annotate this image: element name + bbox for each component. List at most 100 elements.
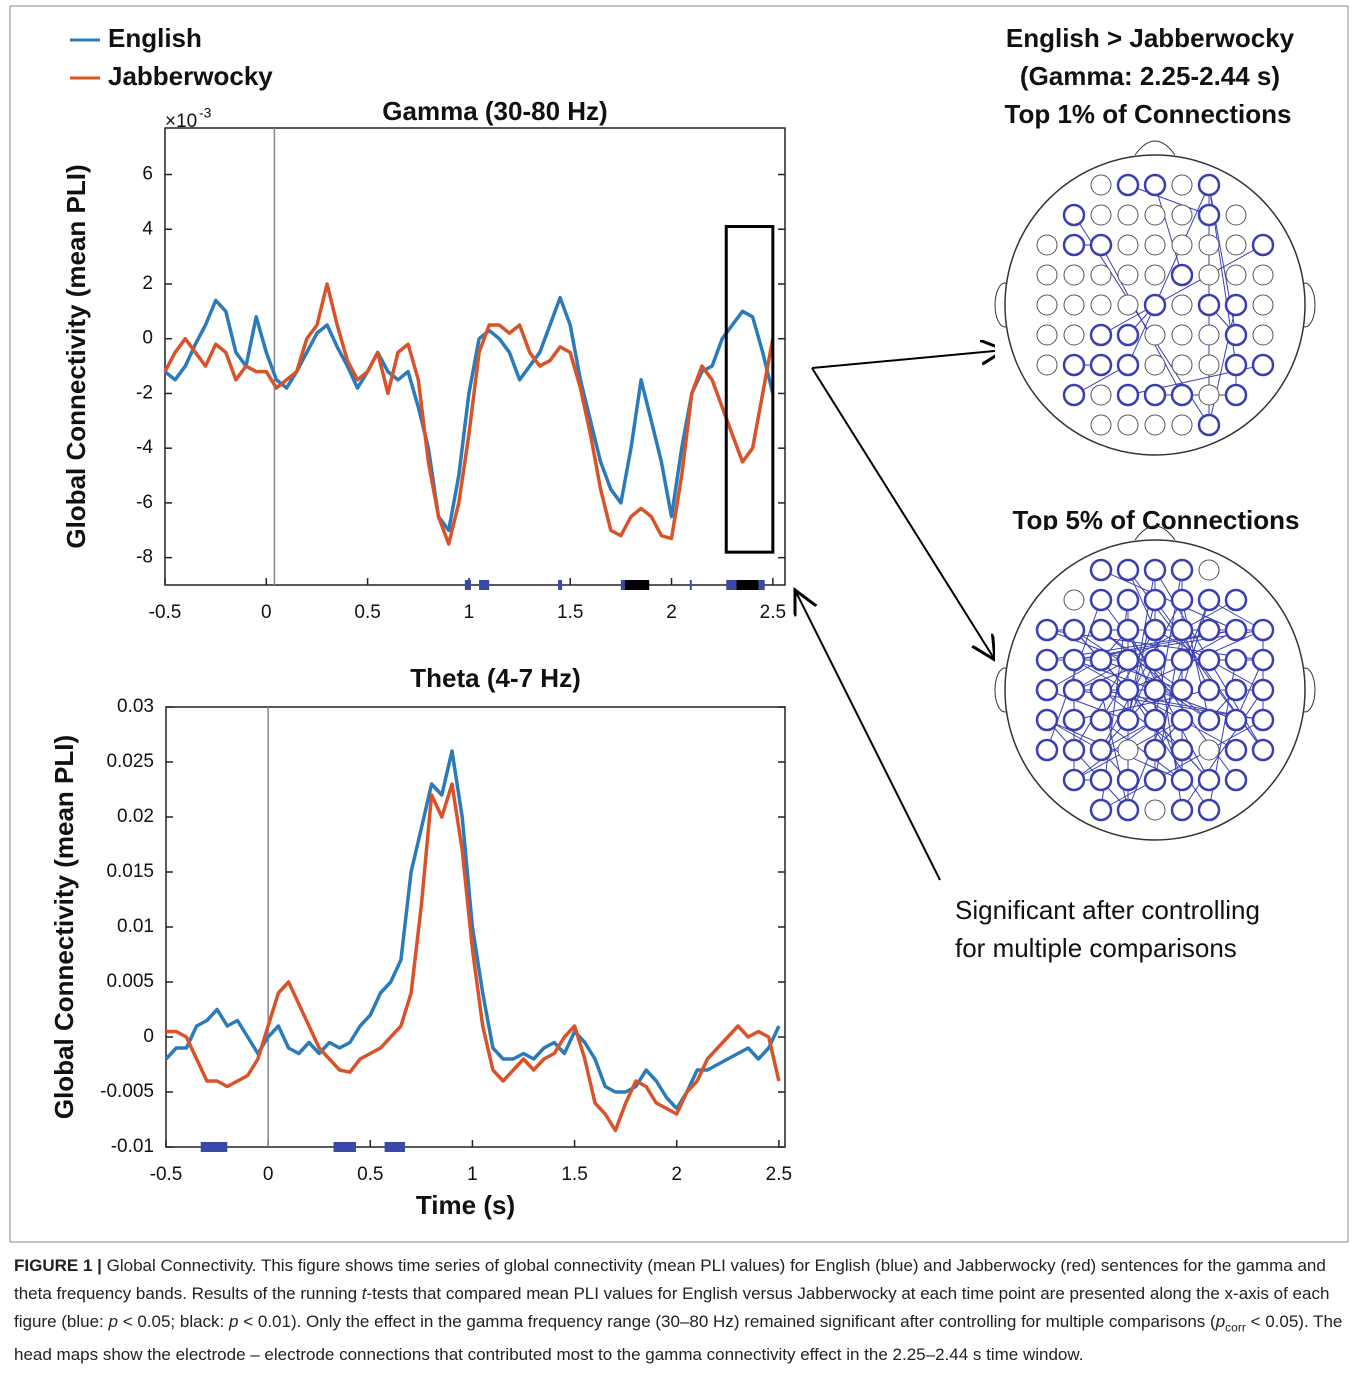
electrode: [1143, 648, 1167, 672]
caption-run: Global Connectivity. This figure shows t…: [14, 1256, 1326, 1303]
electrode: [1062, 738, 1086, 762]
electrode: [1197, 648, 1221, 672]
x-tick-label: -0.5: [150, 1164, 183, 1185]
electrode: [1062, 678, 1086, 702]
electrode: [1089, 558, 1113, 582]
significance-bar: [726, 580, 737, 590]
electrode: [1225, 204, 1247, 226]
electrode: [1116, 708, 1140, 732]
electrode: [1143, 588, 1167, 612]
electrode: [1143, 708, 1167, 732]
connection: [1100, 689, 1183, 751]
electrode: [1117, 264, 1139, 286]
electrode: [1062, 648, 1086, 672]
electrode: [1171, 234, 1193, 256]
chart-title: Theta (4-7 Hz): [410, 663, 580, 693]
connection: [1100, 719, 1183, 781]
electrode: [1062, 233, 1086, 257]
x-axis-label: Time (s): [416, 1190, 515, 1220]
y-tick-label: 0.005: [106, 971, 154, 992]
electrode: [1090, 384, 1112, 406]
electrode: [1198, 354, 1220, 376]
electrode: [1036, 354, 1058, 376]
electrode: [1062, 383, 1086, 407]
electrode: [1144, 799, 1166, 821]
electrode: [1170, 558, 1194, 582]
electrode: [1251, 738, 1275, 762]
chart-title: Gamma (30-80 Hz): [382, 96, 607, 126]
connection: [1073, 659, 1237, 751]
electrode: [1090, 264, 1112, 286]
x-tick-label: 0.5: [354, 602, 380, 623]
connection: [1046, 689, 1129, 721]
y-tick-label: 2: [142, 273, 153, 294]
significance-bar: [620, 580, 625, 590]
electrode: [1198, 384, 1220, 406]
significance-bar: [464, 580, 471, 590]
arrow: [795, 590, 941, 881]
head-map: [994, 525, 1316, 850]
electrode: [1116, 648, 1140, 672]
electrode: [1197, 798, 1221, 822]
electrode: [1197, 618, 1221, 642]
x-tick-label: 2.5: [760, 602, 786, 623]
electrode: [1171, 324, 1193, 346]
caption: FIGURE 1 | Global Connectivity. This fig…: [14, 1252, 1344, 1369]
head-nose: [1134, 525, 1176, 541]
electrode: [1144, 324, 1166, 346]
electrode: [1089, 323, 1113, 347]
electrode: [1116, 768, 1140, 792]
electrode: [1171, 294, 1193, 316]
electrode: [1063, 264, 1085, 286]
y-tick-label: 0.03: [117, 696, 154, 717]
legend-label: English: [108, 23, 202, 53]
x-tick-label: 2: [671, 1164, 682, 1185]
caption-run: FIGURE 1 |: [14, 1256, 102, 1275]
electrode: [1170, 708, 1194, 732]
electrode: [1170, 618, 1194, 642]
electrode: [1170, 738, 1194, 762]
electrode: [1062, 708, 1086, 732]
electrode: [1171, 354, 1193, 376]
electrode: [1143, 678, 1167, 702]
top1-title: Top 1% of Connections: [1005, 99, 1292, 129]
electrode: [1090, 204, 1112, 226]
head-nose: [1134, 140, 1176, 156]
y-tick-label: 6: [142, 164, 153, 185]
electrode: [1197, 588, 1221, 612]
electrode: [1224, 618, 1248, 642]
caption-run: -tests that compared mean PLI values for…: [14, 1284, 1330, 1331]
electrode: [1035, 648, 1059, 672]
electrode: [1252, 264, 1274, 286]
electrode: [1063, 589, 1085, 611]
electrode: [1116, 588, 1140, 612]
electrode: [1062, 768, 1086, 792]
electrode: [1251, 708, 1275, 732]
significance-bar: [624, 580, 650, 590]
y-tick-label: 0: [142, 328, 153, 349]
significance-bar: [333, 1142, 356, 1152]
y-tick-label: 0: [143, 1026, 154, 1047]
electrode: [1225, 234, 1247, 256]
y-tick-label: -0.005: [100, 1081, 154, 1102]
connection: [1046, 719, 1129, 811]
plot-frame: [164, 127, 786, 586]
connection: [1127, 184, 1210, 216]
electrode: [1062, 618, 1086, 642]
figure: English > Jabberwocky (Gamma: 2.25-2.44 …: [9, 5, 1349, 1243]
caption-run: p: [108, 1312, 118, 1331]
significance-bar: [558, 580, 563, 590]
electrode: [1170, 768, 1194, 792]
electrode: [1251, 678, 1275, 702]
y-axis-label: Global Connectivity (mean PLI): [61, 164, 91, 548]
electrode: [1251, 353, 1275, 377]
x-tick-label: 0: [263, 1164, 274, 1185]
connection: [1154, 184, 1183, 276]
electrode: [1089, 798, 1113, 822]
electrode: [1090, 294, 1112, 316]
electrode: [1035, 618, 1059, 642]
electrode: [1170, 798, 1194, 822]
electrode: [1171, 174, 1193, 196]
electrode: [1116, 353, 1140, 377]
y-tick-label: 0.025: [106, 751, 154, 772]
